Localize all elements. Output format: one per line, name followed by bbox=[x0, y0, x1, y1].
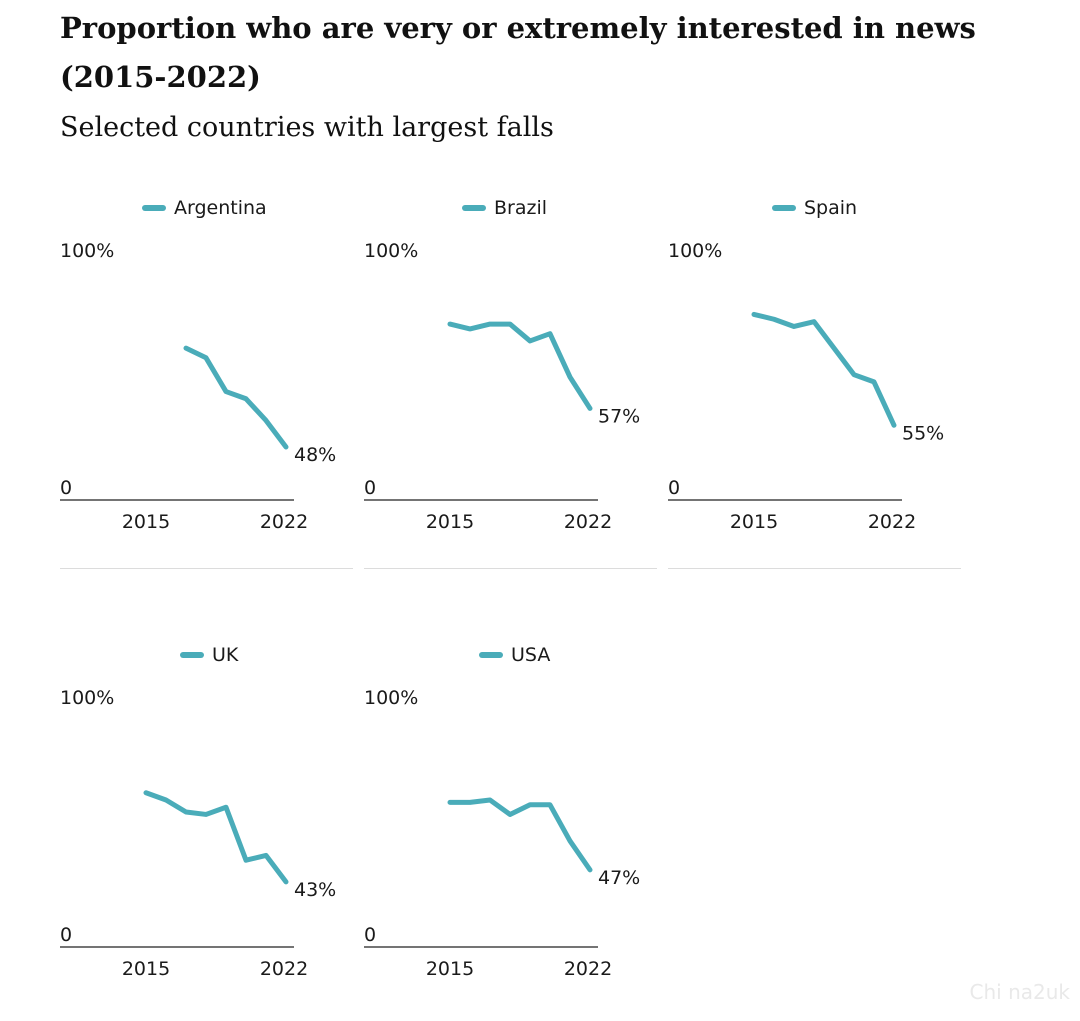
legend-swatch bbox=[462, 205, 486, 211]
chart-plot: 100% 0 2015 2022 55% bbox=[668, 240, 944, 533]
end-value-label: 47% bbox=[598, 867, 640, 889]
legend-label: USA bbox=[511, 644, 551, 666]
y-tick-label: 100% bbox=[364, 687, 418, 709]
series-line bbox=[751, 311, 897, 428]
y-tick-label: 0 bbox=[668, 477, 680, 499]
legend: USA bbox=[479, 641, 550, 669]
y-tick-label: 100% bbox=[60, 240, 114, 262]
series-line bbox=[183, 345, 289, 450]
x-tick-label: 2022 bbox=[868, 511, 916, 533]
watermark-text: Chi na2uk bbox=[969, 980, 1070, 1004]
x-tick-label: 2022 bbox=[260, 511, 308, 533]
legend-swatch bbox=[180, 652, 204, 658]
small-multiple-panel: Spain 100% 0 2015 2022 55% bbox=[668, 194, 962, 574]
y-tick-label: 100% bbox=[668, 240, 722, 262]
y-tick-label: 100% bbox=[364, 240, 418, 262]
series-line bbox=[447, 321, 593, 411]
legend-label: UK bbox=[212, 644, 239, 666]
small-multiple-panel: Brazil 100% 0 2015 2022 57% bbox=[364, 194, 658, 574]
y-tick-label: 100% bbox=[60, 687, 114, 709]
chart-subtitle: Selected countries with largest falls bbox=[60, 112, 554, 143]
chart-plot: 100% 0 2015 2022 48% bbox=[60, 240, 336, 533]
chart-plot: 100% 0 2015 2022 47% bbox=[364, 687, 640, 980]
row-divider bbox=[668, 568, 961, 569]
series-line bbox=[447, 797, 593, 873]
small-multiple-panel: Argentina 100% 0 2015 2022 48% bbox=[60, 194, 354, 574]
small-multiple-panel: UK 100% 0 2015 2022 43% bbox=[60, 641, 354, 1021]
end-value-label: 57% bbox=[598, 405, 640, 427]
x-tick-label: 2015 bbox=[122, 958, 170, 980]
end-value-label: 55% bbox=[902, 422, 944, 444]
legend-label: Argentina bbox=[174, 197, 267, 219]
legend-label: Brazil bbox=[494, 197, 548, 219]
legend-label: Spain bbox=[804, 197, 858, 219]
row-divider bbox=[60, 568, 353, 569]
series-line bbox=[143, 790, 289, 885]
y-tick-label: 0 bbox=[60, 924, 72, 946]
chart-plot: 100% 0 2015 2022 43% bbox=[60, 687, 336, 980]
y-tick-label: 0 bbox=[364, 477, 376, 499]
x-tick-label: 2015 bbox=[730, 511, 778, 533]
y-tick-label: 0 bbox=[60, 477, 72, 499]
y-tick-label: 0 bbox=[364, 924, 376, 946]
x-tick-label: 2022 bbox=[260, 958, 308, 980]
legend: UK bbox=[180, 641, 238, 669]
end-value-label: 48% bbox=[294, 444, 336, 466]
x-tick-label: 2022 bbox=[564, 511, 612, 533]
x-tick-label: 2015 bbox=[122, 511, 170, 533]
legend-swatch bbox=[479, 652, 503, 658]
x-tick-label: 2022 bbox=[564, 958, 612, 980]
chart-plot: 100% 0 2015 2022 57% bbox=[364, 240, 640, 533]
end-value-label: 43% bbox=[294, 879, 336, 901]
legend: Brazil bbox=[462, 194, 547, 222]
x-tick-label: 2015 bbox=[426, 958, 474, 980]
legend-swatch bbox=[142, 205, 166, 211]
legend-swatch bbox=[772, 205, 796, 211]
x-tick-label: 2015 bbox=[426, 511, 474, 533]
legend: Spain bbox=[772, 194, 857, 222]
chart-title: Proportion who are very or extremely int… bbox=[60, 11, 976, 94]
row-divider bbox=[364, 568, 657, 569]
legend: Argentina bbox=[142, 194, 267, 222]
small-multiple-panel: USA 100% 0 2015 2022 47% bbox=[364, 641, 658, 1021]
